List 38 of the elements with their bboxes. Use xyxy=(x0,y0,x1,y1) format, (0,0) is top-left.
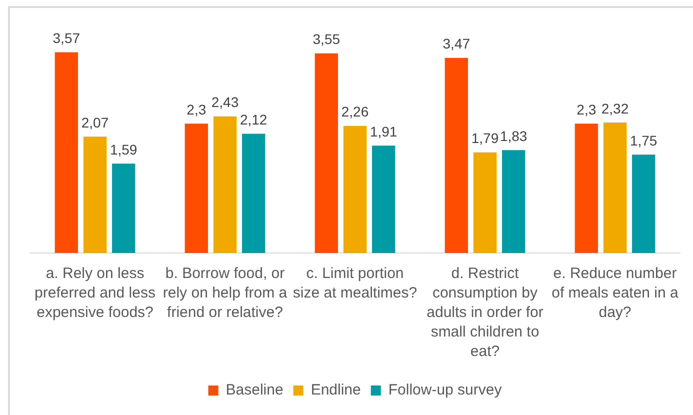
data-label: 1,91 xyxy=(370,123,398,140)
bar xyxy=(632,154,656,253)
bar xyxy=(473,152,497,253)
data-label: 3,47 xyxy=(442,36,470,52)
bar xyxy=(372,146,396,253)
data-label: 1,75 xyxy=(630,132,658,148)
data-label: 2,07 xyxy=(81,114,109,130)
bar xyxy=(444,58,468,253)
data-label: 3,57 xyxy=(52,30,80,46)
data-label: 2,12 xyxy=(240,112,268,128)
bar xyxy=(343,126,367,253)
bar xyxy=(54,52,78,253)
data-label: 2,43 xyxy=(211,94,239,110)
x-tick-label: d. Restrict consumption by adults in order for small children to eat? xyxy=(426,264,544,360)
bar xyxy=(574,124,598,253)
bar xyxy=(112,164,136,253)
x-tick-label: c. Limit portion size at mealtimes? xyxy=(292,264,418,302)
x-tick-label: e. Reduce number of meals eaten in a day? xyxy=(552,264,680,321)
legend-label: Endline xyxy=(310,382,361,399)
bar xyxy=(502,150,526,253)
data-label: 2,3 xyxy=(186,101,206,118)
legend-label: Follow-up survey xyxy=(388,382,502,399)
data-label: 1,79 xyxy=(471,130,499,146)
bar xyxy=(184,124,208,253)
bar xyxy=(242,134,266,253)
data-label: 1,83 xyxy=(500,128,528,144)
bar xyxy=(314,53,338,253)
data-label: 2,32 xyxy=(601,100,629,116)
x-tick-label: a. Rely on less preferred and less expensive foods? xyxy=(34,264,156,321)
legend-label: Baseline xyxy=(226,382,284,399)
data-label: 3,55 xyxy=(312,31,340,48)
x-tick-label: b. Borrow food, or rely on help from a friend or relative? xyxy=(162,264,288,321)
data-label: 2,3 xyxy=(576,101,596,118)
data-label: 2,26 xyxy=(341,104,369,120)
bar xyxy=(213,116,237,253)
bar xyxy=(603,122,627,253)
bar xyxy=(83,136,107,253)
data-label: 1,59 xyxy=(110,141,138,158)
